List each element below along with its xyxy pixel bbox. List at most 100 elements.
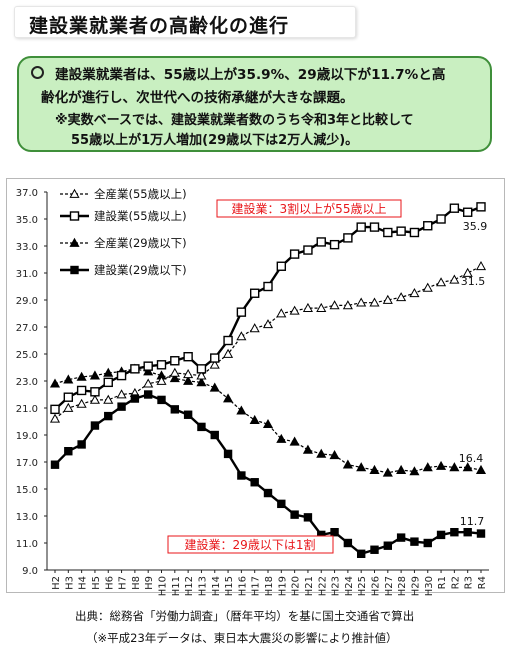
data-point (436, 214, 446, 224)
end-labels: 35.9 31.5 16.4 11.7 (459, 220, 488, 528)
data-point (356, 297, 367, 307)
data-point (396, 226, 406, 236)
data-point (116, 370, 127, 381)
x-tick-label: H11 (171, 576, 182, 596)
data-point (209, 382, 220, 392)
data-point (303, 245, 313, 255)
data-point (330, 528, 339, 537)
data-point (223, 335, 233, 346)
data-point (170, 405, 180, 414)
data-point (103, 394, 114, 404)
y-tick-label: 27.0 (16, 323, 38, 334)
data-point (436, 460, 447, 470)
data-point (409, 466, 420, 476)
data-point (210, 430, 219, 440)
x-tick-label: H10 (158, 576, 169, 596)
data-point (249, 323, 260, 333)
data-point (276, 261, 287, 271)
data-point (382, 467, 393, 477)
data-point (369, 464, 380, 474)
data-point (302, 302, 313, 312)
data-point (157, 395, 166, 405)
data-point (462, 267, 473, 277)
data-point (449, 462, 460, 472)
data-point (436, 530, 446, 540)
data-point (329, 450, 340, 460)
data-point (343, 233, 353, 243)
x-tick-label: H22 (317, 576, 328, 596)
data-point (302, 444, 313, 454)
data-point (356, 222, 366, 232)
x-tick-label: H26 (371, 576, 382, 596)
data-point (396, 292, 407, 302)
y-tick-label: 23.0 (16, 377, 38, 388)
data-point (183, 369, 194, 379)
data-point (223, 449, 233, 459)
data-point (143, 361, 153, 371)
data-point (183, 352, 193, 362)
summary-line-2: 齢化が進行し、次世代への技術承継が大きな課題。 (41, 90, 354, 106)
data-point (49, 413, 61, 423)
data-point (476, 529, 486, 538)
x-tick-label: H7 (118, 576, 129, 590)
data-point (289, 249, 300, 259)
series-3 (50, 390, 486, 558)
x-tick-label: R3 (464, 576, 475, 589)
y-tick-label: 29.0 (16, 296, 38, 307)
data-point (63, 402, 74, 412)
data-point (262, 418, 274, 429)
data-point (169, 367, 180, 377)
data-point (143, 366, 154, 376)
data-point (303, 513, 313, 522)
x-tick-label: H16 (237, 576, 248, 596)
data-point (396, 533, 406, 542)
x-tick-label: H15 (224, 576, 235, 596)
data-point (450, 528, 459, 537)
data-point (76, 385, 87, 396)
data-point (449, 274, 460, 284)
data-point (76, 371, 87, 381)
data-point (130, 364, 140, 374)
data-point (356, 549, 366, 558)
chart-frame (6, 178, 505, 593)
x-tick-label: H12 (184, 576, 195, 596)
x-tick-label: R4 (477, 576, 488, 589)
data-point (342, 300, 353, 310)
y-tick-label: 35.0 (16, 215, 38, 226)
data-point (170, 356, 180, 366)
data-point (316, 302, 327, 312)
data-point (196, 364, 207, 374)
data-point (422, 282, 433, 292)
data-point (64, 447, 73, 456)
data-point (422, 462, 433, 472)
x-tick-label: H3 (64, 576, 75, 590)
data-point (90, 421, 100, 430)
y-tick-label: 13.0 (16, 512, 38, 523)
data-point (382, 294, 393, 304)
x-tick-label: H19 (277, 576, 288, 596)
data-point (396, 464, 407, 474)
data-point (383, 541, 393, 550)
summary-line-1: 建設業就業者は、55歳以上が35.9%、29歳以下が11.7%と高 (55, 67, 446, 83)
annotation-box (167, 535, 334, 554)
x-tick-label: H13 (197, 576, 208, 596)
data-point (63, 392, 74, 402)
legend-label: 建設業(29歳以下) (94, 263, 187, 277)
x-tick-label: H6 (104, 576, 115, 590)
summary-note-1: ※実数ベースでは、建設業就業者数のうち令和3年と比較して (55, 113, 414, 128)
data-point (49, 378, 61, 388)
annotation-box (216, 199, 402, 218)
data-point (462, 462, 473, 472)
chart-axes: 37.0 35.0 33.0 31.0 29.0 27.0 25.0 23.0 21.0 19.0… (16, 188, 489, 596)
y-tick-label: 15.0 (16, 485, 38, 496)
data-point (143, 390, 153, 399)
y-tick-label: 31.0 (16, 269, 38, 280)
data-point (329, 300, 340, 310)
y-tick-label: 11.0 (16, 539, 38, 550)
data-point (436, 277, 447, 287)
data-point (250, 478, 259, 487)
end-value-label: 16.4 (459, 452, 484, 465)
data-point (409, 227, 420, 238)
data-point (462, 207, 473, 217)
